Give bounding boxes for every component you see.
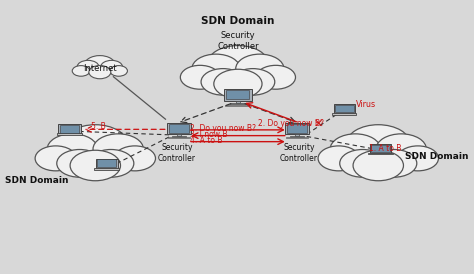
Text: ✕: ✕ (313, 119, 323, 129)
FancyBboxPatch shape (370, 144, 391, 153)
FancyBboxPatch shape (368, 153, 392, 155)
Circle shape (330, 134, 381, 164)
FancyBboxPatch shape (286, 137, 308, 138)
Text: 3. I now B: 3. I now B (191, 130, 228, 139)
Text: Security
Controller: Security Controller (280, 143, 318, 164)
FancyBboxPatch shape (335, 105, 354, 112)
FancyBboxPatch shape (371, 144, 390, 152)
Text: 5. B: 5. B (91, 122, 106, 130)
Circle shape (371, 150, 417, 177)
FancyBboxPatch shape (285, 123, 309, 134)
Circle shape (231, 68, 275, 95)
FancyBboxPatch shape (168, 137, 190, 138)
Text: SDN Domain: SDN Domain (5, 176, 68, 185)
Circle shape (35, 146, 76, 171)
FancyBboxPatch shape (290, 136, 304, 137)
Circle shape (63, 125, 128, 164)
Circle shape (110, 65, 128, 76)
Circle shape (353, 150, 403, 181)
FancyBboxPatch shape (172, 136, 186, 137)
Circle shape (77, 60, 99, 74)
Circle shape (47, 134, 98, 164)
Circle shape (256, 65, 295, 89)
Circle shape (340, 150, 385, 177)
FancyBboxPatch shape (177, 134, 181, 136)
Circle shape (84, 56, 115, 74)
Circle shape (114, 146, 155, 171)
FancyBboxPatch shape (332, 113, 356, 115)
FancyBboxPatch shape (169, 124, 189, 133)
Circle shape (397, 146, 438, 171)
Text: Security
Controller: Security Controller (158, 143, 196, 164)
Circle shape (93, 134, 144, 164)
Circle shape (72, 65, 90, 76)
Text: SDN Domain: SDN Domain (405, 152, 469, 161)
Circle shape (318, 146, 359, 171)
FancyBboxPatch shape (94, 168, 119, 170)
Text: 1. A to B: 1. A to B (369, 144, 401, 153)
FancyBboxPatch shape (236, 101, 240, 103)
Circle shape (214, 69, 262, 98)
FancyBboxPatch shape (225, 105, 251, 106)
Circle shape (70, 150, 120, 181)
Circle shape (100, 60, 123, 74)
FancyBboxPatch shape (227, 90, 249, 99)
FancyBboxPatch shape (167, 123, 191, 134)
Text: 2. Do you now B?: 2. Do you now B? (191, 124, 256, 133)
Circle shape (207, 45, 269, 83)
FancyBboxPatch shape (96, 159, 118, 168)
Circle shape (88, 150, 134, 177)
Circle shape (89, 65, 111, 79)
FancyBboxPatch shape (60, 125, 79, 133)
FancyBboxPatch shape (230, 103, 246, 104)
Text: 2. Do you now B?: 2. Do you now B? (258, 119, 324, 128)
Text: Security
Controller: Security Controller (217, 31, 259, 51)
Circle shape (180, 65, 220, 89)
Circle shape (346, 125, 410, 164)
Circle shape (192, 54, 240, 83)
Circle shape (236, 54, 284, 83)
Circle shape (201, 68, 245, 95)
FancyBboxPatch shape (224, 89, 252, 101)
Text: Internet: Internet (83, 64, 117, 73)
FancyBboxPatch shape (295, 134, 299, 136)
Circle shape (57, 150, 102, 177)
Text: 4. A to B: 4. A to B (191, 136, 223, 145)
Circle shape (376, 134, 427, 164)
FancyBboxPatch shape (57, 133, 82, 135)
Text: SDN Domain: SDN Domain (201, 16, 274, 25)
FancyBboxPatch shape (58, 124, 81, 133)
Text: Virus: Virus (356, 100, 376, 109)
FancyBboxPatch shape (334, 104, 355, 113)
FancyBboxPatch shape (287, 124, 307, 133)
FancyBboxPatch shape (97, 159, 116, 167)
